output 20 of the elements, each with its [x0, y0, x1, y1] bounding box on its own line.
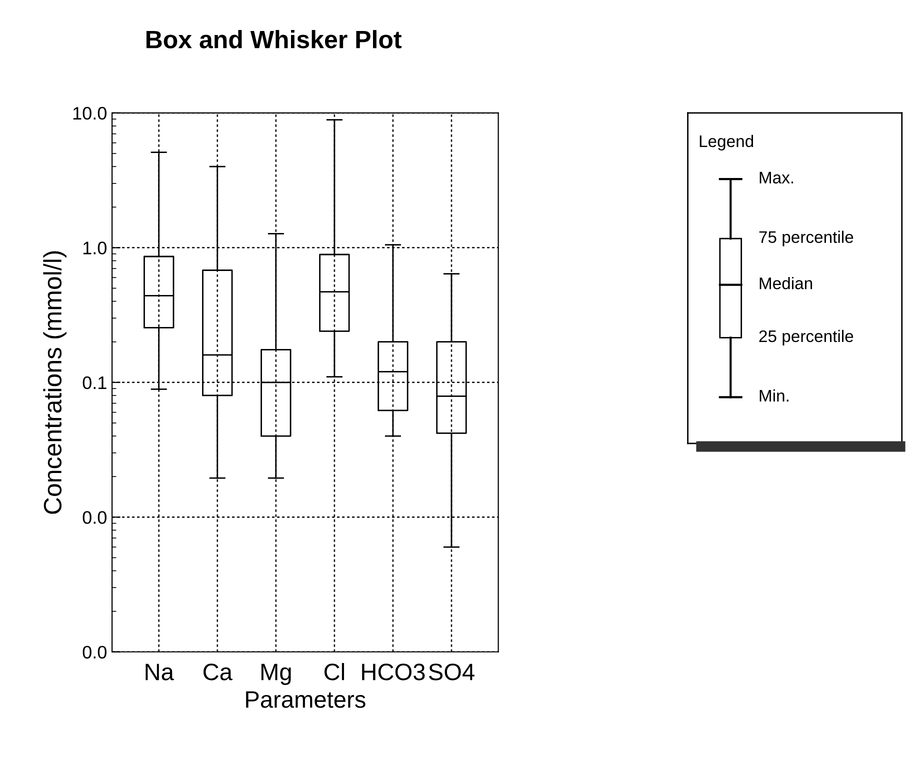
y-tick-label: 1.0	[83, 242, 106, 254]
x-tick-label: SO4	[428, 664, 474, 680]
y-axis-title: Concentrations (mmol/l)	[43, 251, 66, 514]
y-tick-label: 0.1	[82, 376, 106, 390]
y-tick-label: 0.0	[82, 511, 106, 524]
x-tick-label: Mg	[261, 664, 291, 685]
text: Max.	[760, 172, 794, 184]
y-tick-label: 0.0	[82, 646, 106, 659]
x-axis-title: Parameters	[246, 691, 366, 708]
text: Median	[760, 277, 812, 290]
text: 25 percentile	[759, 330, 854, 346]
x-tick-label: Ca	[204, 664, 232, 680]
x-tick-label: Cl	[324, 662, 344, 680]
text: Min.	[760, 389, 788, 402]
y-tick-label: 10.0	[73, 106, 106, 120]
x-tick-label: HCO3	[362, 664, 425, 680]
x-tick-label: Na	[146, 664, 174, 680]
legend-title: Legend	[700, 134, 754, 150]
text: 75 percentile	[759, 230, 854, 246]
chart-title: Box and Whisker Plot	[146, 30, 402, 48]
